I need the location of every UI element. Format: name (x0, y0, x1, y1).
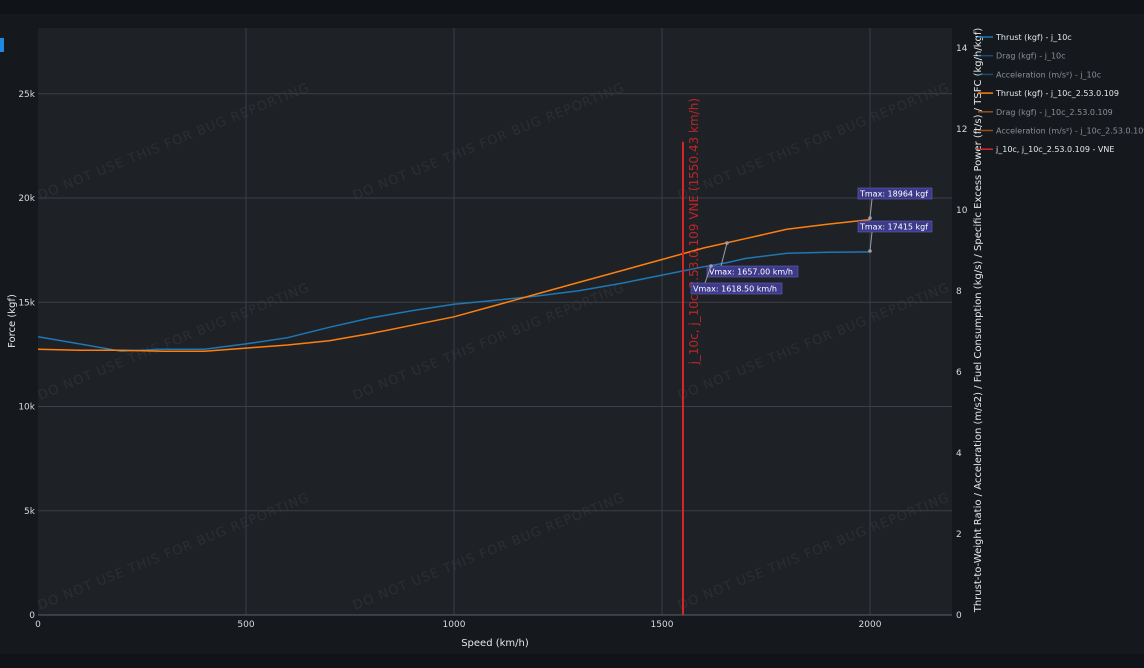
x-tick-label: 0 (35, 620, 41, 630)
x-tick-label: 1500 (651, 620, 674, 630)
series-line (37, 251, 871, 352)
y-tick-label: 25k (18, 90, 35, 100)
legend-label[interactable]: Drag (kgf) - j_10c_2.53.0.109 (996, 108, 1113, 117)
annotation-arrow (869, 198, 873, 219)
annotation-arrow (869, 231, 873, 252)
annotation-arrow-head (709, 264, 713, 268)
annotation-text: Tmax: 18964 kgf (859, 190, 928, 199)
annotation-box (857, 220, 933, 233)
legend-label[interactable]: Drag (kgf) - j_10c (996, 52, 1066, 61)
legend-label[interactable]: Acceleration (m/s²) - j_10c_2.53.0.109 (996, 127, 1144, 136)
annotation-arrow (720, 242, 728, 267)
annotation-box (706, 265, 799, 278)
annotation-arrow-head (725, 241, 729, 245)
annotation-layer: Tmax: 18964 kgf Tmax: 17415 kgf Vmax: 1657… (690, 187, 933, 295)
y-tick-label: 10k (18, 403, 35, 413)
x-tick-label: 500 (237, 620, 254, 630)
y-tick-label: 20k (18, 194, 35, 204)
x-tick-label: 1000 (443, 620, 466, 630)
y-tick-label: 5k (24, 507, 36, 517)
legend-label[interactable]: Acceleration (m/s²) - j_10c (996, 70, 1101, 79)
legend-label[interactable]: Thrust (kgf) - j_10c (995, 33, 1072, 42)
y2-tick-label: 0 (956, 611, 962, 621)
y2-tick-label: 4 (956, 449, 962, 459)
x-tick-label: 2000 (859, 620, 882, 630)
y2-tick-label: 8 (956, 287, 962, 297)
bottom-strip (0, 654, 1144, 668)
annotation-text: Tmax: 17415 kgf (859, 223, 928, 232)
annotation-arrow-head (868, 216, 872, 220)
legend-label[interactable]: j_10c, j_10c_2.53.0.109 - VNE (995, 145, 1114, 154)
y2-tick-label: 10 (956, 206, 968, 216)
plot-area (38, 28, 952, 615)
y2-tick-label: 2 (956, 530, 962, 540)
annotation-text: Vmax: 1657.00 km/h (709, 268, 793, 277)
y-axis-title: Force (kgf) (7, 294, 18, 348)
side-marker (0, 38, 4, 52)
annotation-arrow (704, 265, 712, 284)
annotation-arrow-head (868, 249, 872, 253)
vne-label: j_10c, j_10c_2.53.0.109 VNE (1550.43 km/… (687, 98, 701, 365)
legend: Thrust (kgf) - j_10c Drag (kgf) - j_10c Ac… (978, 33, 1144, 154)
vne-layer: j_10c, j_10c_2.53.0.109 VNE (1550.43 km/… (681, 98, 701, 615)
annotation-box (857, 187, 933, 200)
y2-tick-label: 6 (956, 368, 962, 378)
x-axis-title: Speed (km/h) (461, 638, 529, 649)
legend-label[interactable]: Thrust (kgf) - j_10c_2.53.0.109 (995, 89, 1119, 98)
series-layer (37, 218, 871, 352)
y2-tick-label: 12 (956, 125, 967, 135)
tick-labels: 0 500 1000 1500 2000 0 5k 10k 15k 20k 25k 0 2 4 6 8 10 12… (18, 44, 967, 630)
grid (38, 28, 952, 616)
top-strip (0, 0, 1144, 14)
series-line (37, 218, 871, 352)
y-tick-label: 15k (18, 298, 35, 308)
y2-axis-title: Thrust-to-Weight Ratio / Acceleration (m… (973, 28, 984, 614)
y2-tick-label: 14 (956, 44, 968, 54)
annotation-box (690, 282, 783, 295)
y-tick-label: 0 (29, 611, 35, 621)
annotation-text: Vmax: 1618.50 km/h (693, 285, 777, 294)
